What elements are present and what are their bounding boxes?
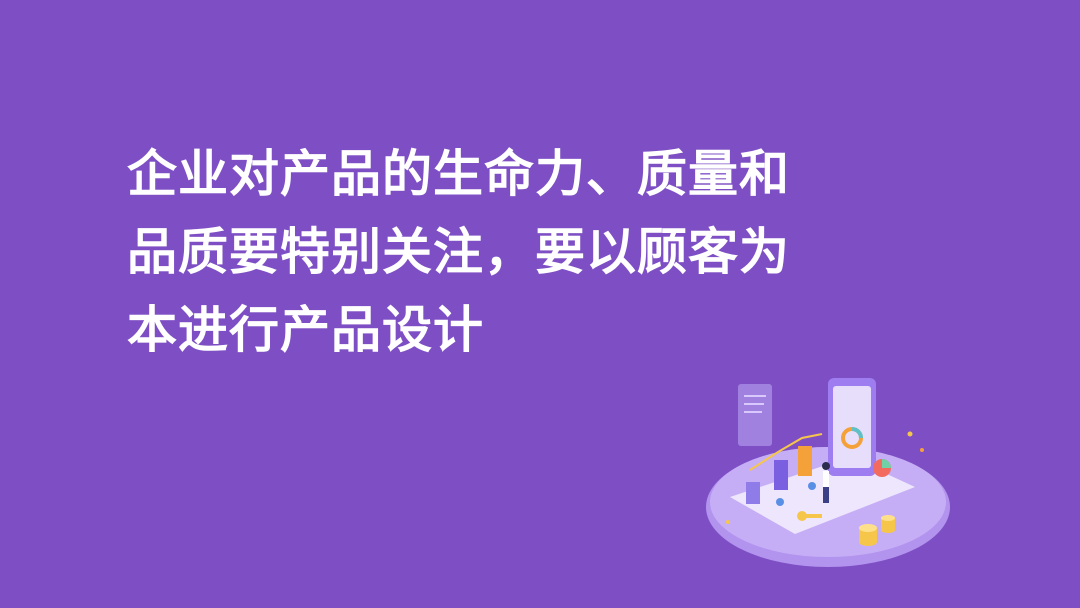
data-analytics-phone-illustration-icon	[700, 372, 960, 572]
headline-line-1: 企业对产品的生命力、质量和	[127, 144, 790, 203]
headline: 企业对产品的生命力、质量和 品质要特别关注，要以顾客为 本进行产品设计	[127, 135, 947, 369]
headline-line-2: 品质要特别关注，要以顾客为	[127, 222, 790, 281]
headline-line-3: 本进行产品设计	[127, 300, 484, 359]
